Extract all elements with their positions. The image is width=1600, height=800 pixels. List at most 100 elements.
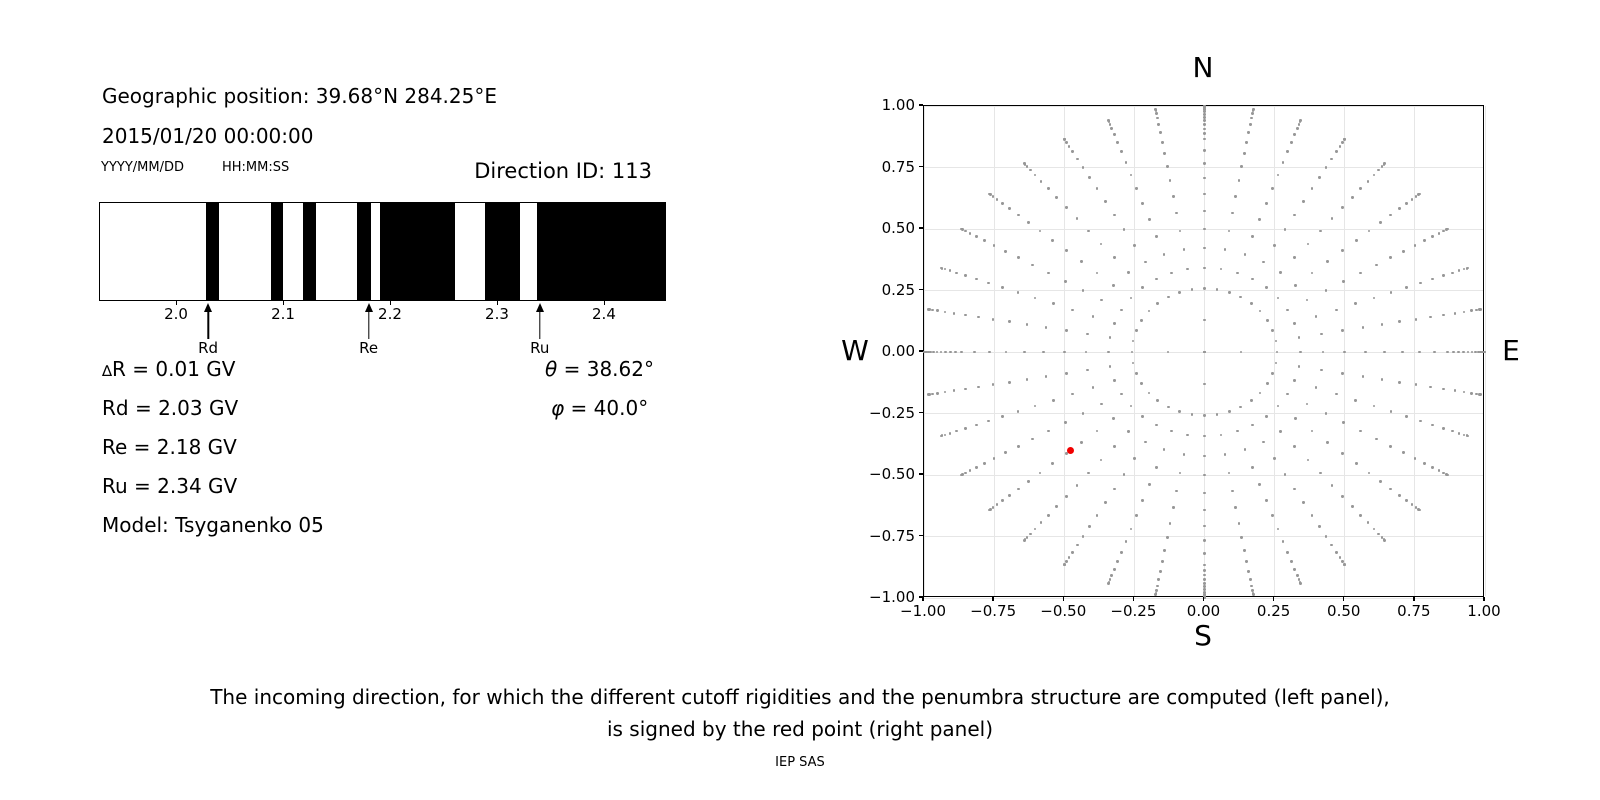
direction-dot	[1251, 108, 1255, 112]
direction-dot	[1165, 165, 1169, 168]
direction-dot	[1004, 350, 1008, 354]
direction-id-text: Direction ID: 113	[474, 159, 652, 183]
direction-dot	[1431, 235, 1435, 238]
direction-dot	[968, 469, 972, 473]
direction-dot	[1182, 453, 1186, 456]
direction-dot	[1042, 350, 1045, 354]
direction-dot	[1418, 350, 1421, 354]
direction-dot	[1166, 405, 1170, 409]
y-axis-tick	[919, 104, 923, 106]
direction-dot	[1276, 173, 1280, 177]
direction-dot	[988, 350, 991, 354]
direction-dot	[1160, 560, 1164, 564]
direction-dot	[1203, 176, 1206, 180]
direction-dot	[1017, 487, 1020, 491]
direction-dot	[1239, 350, 1243, 354]
direction-dot	[1227, 471, 1231, 475]
direction-dot	[1116, 141, 1119, 144]
direction-dot	[1341, 206, 1344, 209]
direction-dot	[1372, 404, 1376, 408]
direction-dot	[1007, 380, 1011, 384]
direction-dot	[1338, 556, 1342, 560]
direction-dot	[1025, 536, 1029, 539]
direction-dot	[1279, 430, 1283, 433]
datetime-text: 2015/01/20 00:00:00	[102, 124, 314, 148]
direction-dot	[1203, 149, 1206, 152]
direction-dot	[1112, 444, 1116, 448]
direction-dot	[1165, 536, 1169, 539]
direction-dot	[1108, 578, 1112, 581]
direction-dot	[1129, 527, 1133, 531]
direction-dot	[1262, 260, 1266, 264]
direction-dot	[1437, 231, 1441, 235]
x-axis-tick	[1132, 597, 1135, 601]
direction-dot	[1223, 248, 1227, 251]
direction-dot	[1135, 514, 1138, 517]
direction-dot	[1276, 296, 1280, 300]
y-axis-tick	[919, 165, 923, 168]
direction-dot	[1398, 320, 1402, 324]
direction-dot	[1243, 549, 1246, 552]
y-axis-tick	[919, 288, 923, 291]
direction-dot	[1305, 298, 1309, 302]
direction-dot	[1008, 207, 1012, 211]
direction-dot	[943, 267, 947, 271]
direction-dot	[1203, 209, 1206, 213]
direction-dot	[982, 462, 986, 465]
re-value: Re = 2.18 GV	[102, 435, 237, 459]
direction-dot	[1112, 256, 1116, 260]
gv-tick	[176, 301, 178, 305]
direction-dot	[943, 433, 947, 437]
direction-dot	[1203, 588, 1206, 591]
direction-dot	[1203, 573, 1206, 577]
direction-dot	[1108, 365, 1112, 368]
grid-line-vertical	[1133, 106, 1135, 596]
direction-dot	[1112, 417, 1116, 421]
direction-dot	[1414, 194, 1418, 198]
direction-dot	[1134, 372, 1138, 376]
marker-arrow-stem	[207, 311, 209, 339]
y-axis-tick	[919, 411, 923, 414]
direction-dot	[1324, 412, 1328, 415]
direction-dot	[1203, 116, 1206, 119]
gv-tick-label: 2.3	[485, 305, 509, 323]
direction-dot	[1297, 122, 1301, 126]
direction-dot	[1299, 119, 1302, 123]
direction-dot	[964, 426, 967, 430]
direction-dot	[1110, 573, 1114, 577]
direction-dot	[1442, 387, 1446, 391]
direction-dot	[1359, 429, 1362, 433]
direction-dot	[1266, 318, 1269, 322]
direction-dot	[1147, 309, 1151, 313]
direction-dot	[1148, 483, 1151, 486]
direction-dot	[1155, 277, 1158, 281]
direction-dot	[1203, 524, 1206, 528]
marker-arrow-head	[535, 303, 544, 312]
x-axis-tick-label: 0.50	[1327, 602, 1361, 620]
direction-dot	[1264, 286, 1268, 289]
direction-dot	[1286, 392, 1289, 396]
direction-dot	[1124, 540, 1128, 543]
direction-dot	[1203, 590, 1206, 594]
direction-dot	[1081, 535, 1085, 538]
direction-dot	[1051, 238, 1054, 242]
direction-dot	[1215, 413, 1219, 417]
direction-dot	[963, 387, 967, 391]
direction-dot	[1318, 176, 1321, 179]
direction-dot	[1065, 495, 1068, 498]
direction-dot	[1419, 281, 1422, 285]
direction-dot	[1474, 350, 1477, 354]
direction-dot	[1367, 229, 1371, 233]
direction-dot	[1051, 462, 1054, 466]
direction-dot	[1022, 539, 1026, 542]
direction-dot	[1051, 398, 1055, 402]
direction-dot	[1017, 256, 1020, 260]
direction-dot	[1171, 194, 1175, 198]
direction-dot	[1219, 267, 1223, 271]
direction-dot	[1016, 291, 1020, 294]
direction-dot	[1446, 473, 1449, 477]
direction-dot	[1319, 332, 1323, 336]
direction-dot	[1044, 326, 1048, 329]
geographic-position-text: Geographic position: 39.68°N 284.25°E	[102, 84, 497, 108]
direction-dot	[931, 308, 934, 312]
